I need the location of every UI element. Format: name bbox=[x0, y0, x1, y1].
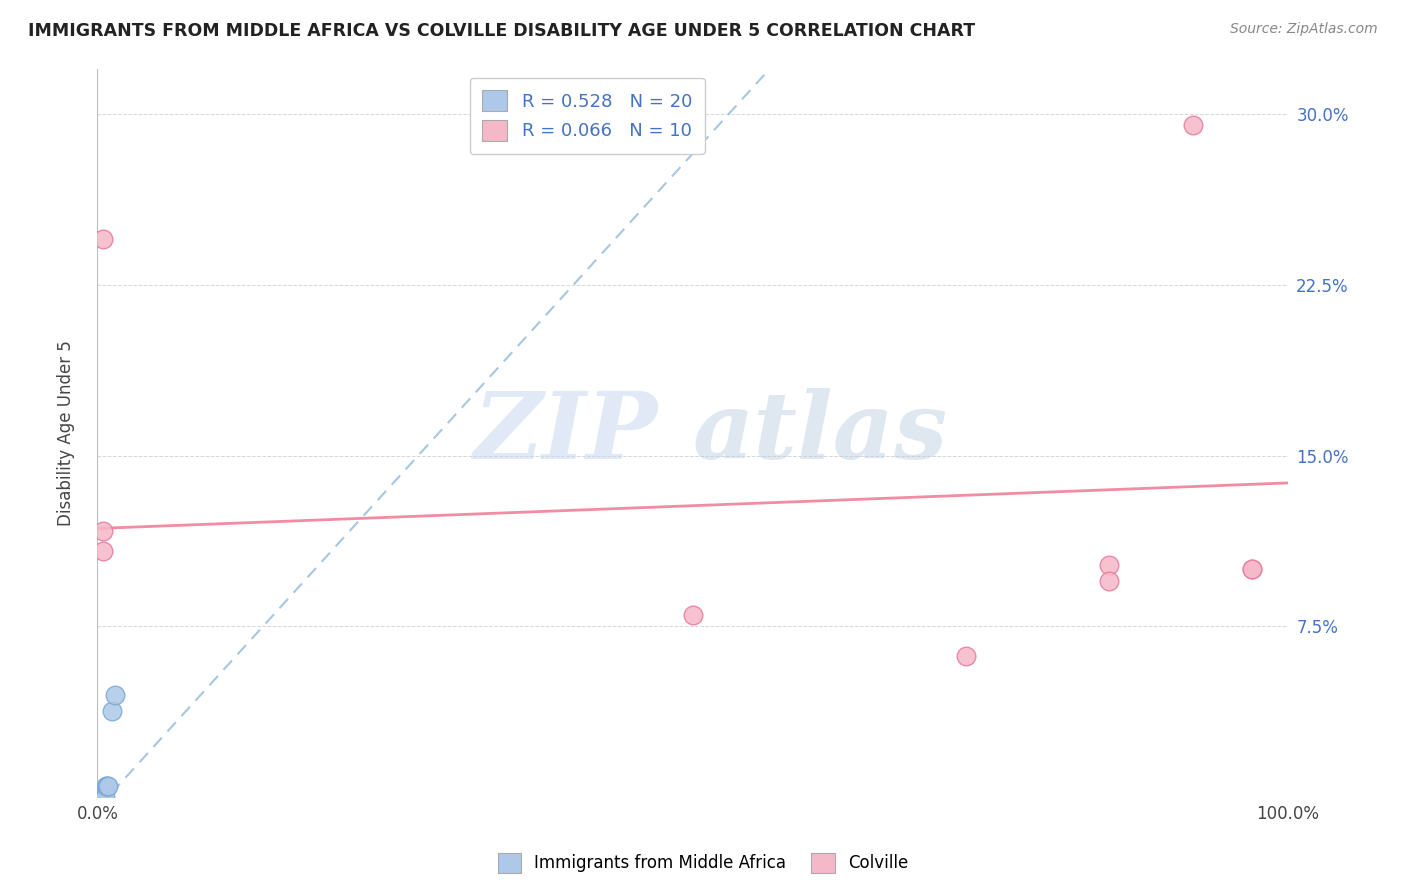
Point bbox=[87, 790, 110, 805]
Text: Source: ZipAtlas.com: Source: ZipAtlas.com bbox=[1230, 22, 1378, 37]
Point bbox=[94, 779, 117, 793]
Point bbox=[93, 790, 115, 805]
Point bbox=[91, 790, 114, 805]
Point bbox=[1181, 119, 1204, 133]
Point bbox=[87, 790, 110, 805]
Point bbox=[97, 779, 120, 793]
Point bbox=[1098, 574, 1121, 588]
Point bbox=[682, 607, 704, 622]
Point bbox=[93, 544, 115, 558]
Point bbox=[90, 790, 112, 805]
Point bbox=[93, 790, 115, 805]
Point bbox=[89, 790, 111, 805]
Point bbox=[89, 790, 111, 805]
Point bbox=[104, 688, 127, 702]
Point bbox=[89, 790, 111, 805]
Point bbox=[87, 790, 110, 805]
Text: IMMIGRANTS FROM MIDDLE AFRICA VS COLVILLE DISABILITY AGE UNDER 5 CORRELATION CHA: IMMIGRANTS FROM MIDDLE AFRICA VS COLVILL… bbox=[28, 22, 976, 40]
Point bbox=[1241, 562, 1264, 576]
Legend: R = 0.528   N = 20, R = 0.066   N = 10: R = 0.528 N = 20, R = 0.066 N = 10 bbox=[470, 78, 704, 153]
Text: atlas: atlas bbox=[693, 388, 948, 478]
Point bbox=[93, 232, 115, 246]
Point bbox=[96, 779, 118, 793]
Point bbox=[1098, 558, 1121, 572]
Point bbox=[93, 524, 115, 538]
Point bbox=[93, 790, 115, 805]
Point bbox=[1241, 562, 1264, 576]
Point bbox=[90, 790, 112, 805]
Text: ZIP: ZIP bbox=[472, 388, 657, 478]
Y-axis label: Disability Age Under 5: Disability Age Under 5 bbox=[58, 340, 75, 525]
Point bbox=[87, 790, 110, 805]
Point bbox=[90, 790, 112, 805]
Legend: Immigrants from Middle Africa, Colville: Immigrants from Middle Africa, Colville bbox=[491, 847, 915, 880]
Point bbox=[955, 648, 977, 663]
Point bbox=[100, 704, 122, 718]
Point bbox=[91, 790, 114, 805]
